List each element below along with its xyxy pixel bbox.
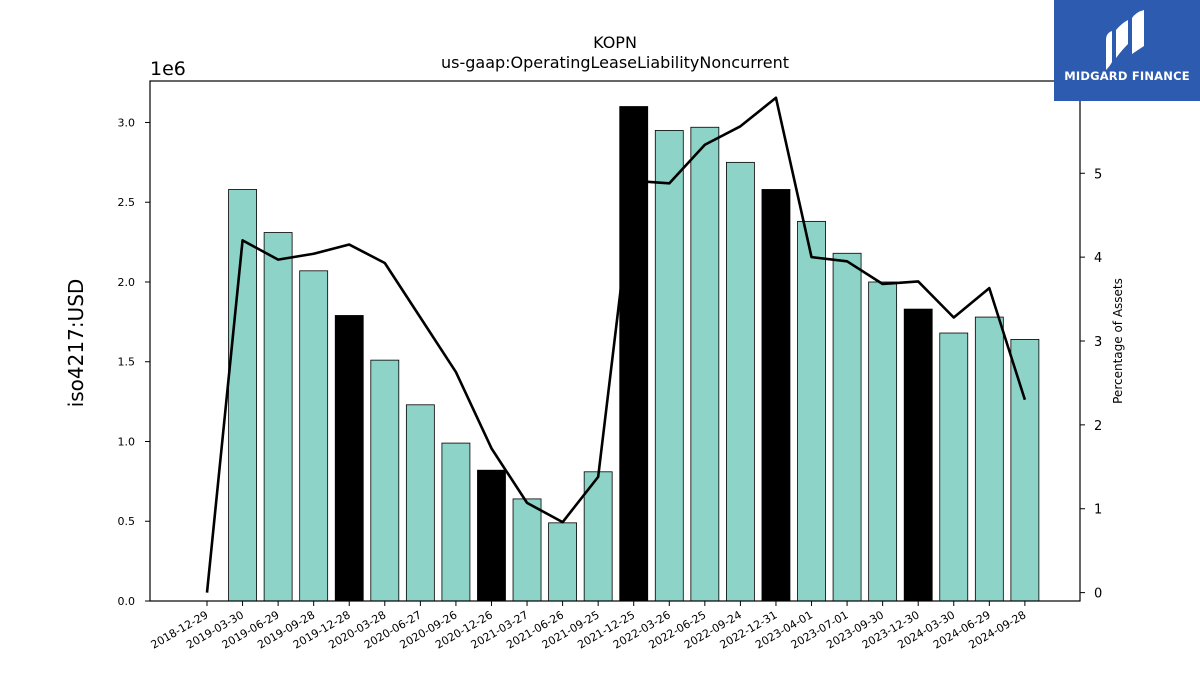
y2-tick-label: 2 bbox=[1094, 419, 1102, 434]
pct-of-assets-line bbox=[205, 96, 1027, 593]
y2-axis-label: Percentage of Assets bbox=[1111, 278, 1125, 404]
y-tick-label: 1.0 bbox=[118, 435, 136, 448]
y-tick-label: 0.5 bbox=[118, 515, 136, 528]
bar bbox=[903, 308, 933, 602]
y-tick-label: 2.0 bbox=[118, 276, 136, 289]
bar bbox=[228, 189, 257, 602]
bar bbox=[1010, 339, 1040, 602]
bar bbox=[797, 220, 826, 602]
y-tick-label: 2.5 bbox=[118, 196, 136, 209]
y2-tick-label: 5 bbox=[1094, 167, 1102, 182]
logo-mark-icon bbox=[1106, 10, 1144, 70]
y-axis-scale-label: 1e6 bbox=[150, 58, 186, 80]
line-series bbox=[205, 96, 1027, 593]
bar bbox=[690, 126, 720, 602]
bar bbox=[299, 270, 329, 602]
bar bbox=[370, 359, 400, 602]
bar bbox=[263, 232, 293, 602]
bar bbox=[974, 316, 1004, 602]
y-axis-label: iso4217:USD bbox=[64, 279, 88, 408]
bar bbox=[477, 469, 506, 602]
y2-tick-label: 0 bbox=[1094, 587, 1102, 602]
y2-tick-label: 4 bbox=[1094, 251, 1102, 266]
y-tick-label: 1.5 bbox=[118, 356, 136, 369]
bar bbox=[512, 498, 542, 602]
chart-subtitle: us-gaap:OperatingLeaseLiabilityNoncurren… bbox=[441, 53, 789, 72]
bar bbox=[405, 404, 435, 602]
logo-text: MIDGARD FINANCE bbox=[1064, 69, 1190, 83]
y2-tick-label: 3 bbox=[1094, 335, 1102, 350]
bar bbox=[654, 130, 684, 602]
bar bbox=[726, 161, 755, 602]
y-tick-label: 0.0 bbox=[118, 595, 136, 608]
bar bbox=[939, 332, 969, 602]
chart-title: KOPN bbox=[593, 33, 637, 52]
bar bbox=[441, 442, 471, 602]
bar bbox=[548, 522, 577, 602]
midgard-finance-logo: MIDGARD FINANCE bbox=[1054, 0, 1200, 101]
y-tick-label: 3.0 bbox=[118, 116, 136, 129]
bar bbox=[761, 189, 791, 602]
bar bbox=[583, 471, 613, 602]
y2-tick-label: 1 bbox=[1094, 503, 1102, 518]
bar-series bbox=[228, 106, 1040, 602]
bar bbox=[334, 315, 364, 602]
bar bbox=[868, 281, 898, 602]
bar bbox=[832, 252, 862, 602]
